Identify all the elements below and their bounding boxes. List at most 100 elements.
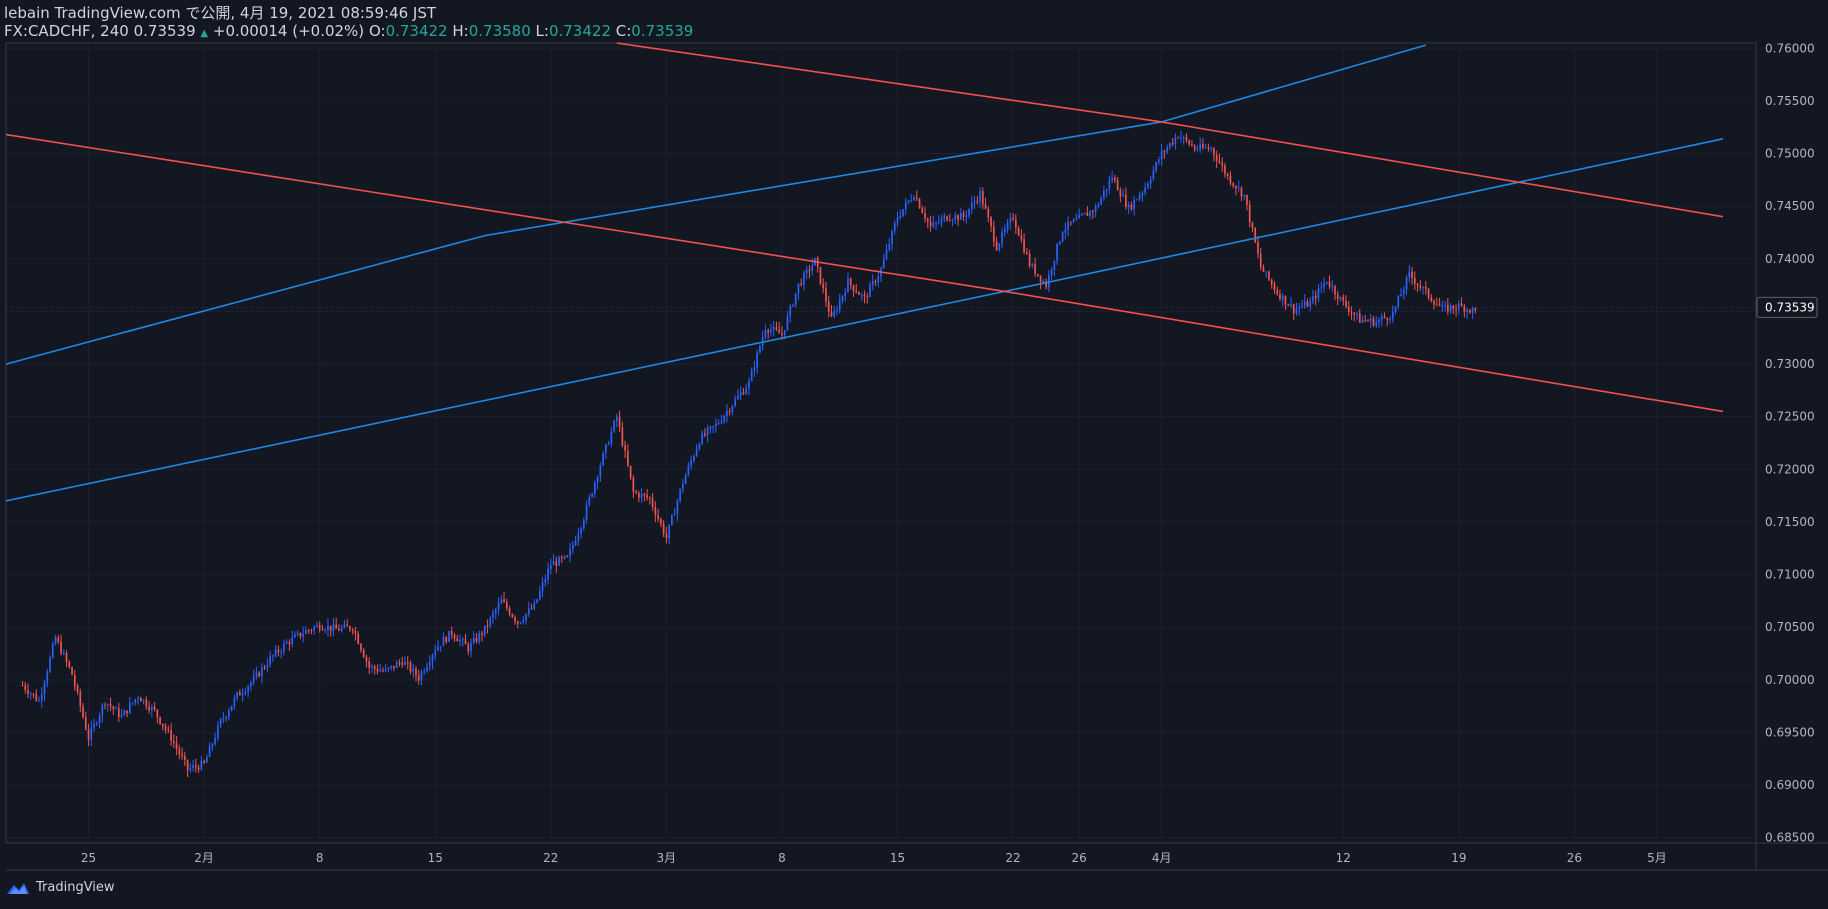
candle-body [1122, 194, 1124, 197]
candle-body [913, 197, 915, 201]
candle-body [987, 208, 990, 218]
candle-body [904, 202, 907, 210]
candle-body [1468, 309, 1471, 313]
candle-body [604, 444, 607, 454]
candle-body [530, 608, 533, 610]
candle-body [412, 668, 415, 672]
candle-body [1292, 304, 1295, 314]
candle-body [261, 667, 263, 677]
candle-body [1358, 313, 1361, 323]
candle-body [390, 665, 393, 668]
candle-body [291, 637, 294, 645]
candle-body [1133, 199, 1135, 209]
candle-body [1413, 277, 1416, 284]
symbol-label[interactable]: FX:CADCHF, 240 [4, 22, 129, 40]
candle-body [1210, 148, 1213, 150]
candle-body [1207, 147, 1210, 149]
candle-body [126, 710, 128, 714]
candle-body [1229, 175, 1232, 184]
candle-body [1463, 305, 1466, 313]
candle-body [1050, 269, 1053, 275]
candle-body [420, 672, 423, 681]
time-tick-label: 2月 [194, 851, 214, 865]
candle-body [161, 723, 164, 727]
candle-body [393, 665, 395, 668]
time-tick-label: 19 [1451, 851, 1466, 865]
candle-body [781, 333, 783, 335]
candle-body [657, 515, 659, 520]
candle-body [87, 729, 90, 740]
candle-body [373, 666, 376, 669]
candle-body [1243, 194, 1246, 197]
time-tick-label: 15 [890, 851, 905, 865]
price-tick-label: 0.72500 [1765, 410, 1815, 424]
candle-body [481, 633, 483, 635]
candle-body [1061, 232, 1064, 242]
candle-body [1213, 148, 1215, 155]
candle-body [354, 630, 357, 634]
candle-body [750, 370, 753, 382]
candle-body [1378, 319, 1380, 323]
candle-body [417, 675, 420, 681]
candle-body [654, 507, 657, 516]
candle-body [910, 200, 913, 202]
candle-body [1400, 294, 1402, 297]
candle-body [1331, 286, 1334, 288]
candle-body [27, 689, 29, 694]
candle-body [244, 691, 247, 694]
candle-body [1158, 159, 1160, 163]
candle-body [682, 483, 684, 490]
open-value: 0.73422 [385, 22, 448, 40]
candle-body [505, 601, 508, 609]
candle-body [646, 495, 648, 498]
candle-body [621, 427, 624, 446]
candle-body [1474, 308, 1477, 311]
candles [21, 130, 1477, 777]
candle-body [1444, 304, 1446, 306]
candle-body [849, 278, 852, 286]
candle-body [357, 633, 360, 645]
candle-body [569, 548, 571, 557]
time-tick-label: 15 [428, 851, 443, 865]
candle-body [921, 208, 924, 213]
brand-name: TradingView [36, 880, 115, 895]
candle-body [698, 443, 701, 449]
candle-body [935, 222, 937, 224]
candle-body [288, 642, 291, 645]
candle-body [1430, 297, 1433, 301]
candle-body [1047, 274, 1050, 288]
candle-body [343, 624, 346, 628]
candle-body [527, 608, 530, 614]
candle-body [888, 243, 891, 250]
time-tick-label: 3月 [657, 851, 677, 865]
candle-body [1053, 260, 1056, 270]
candle-body [470, 642, 472, 652]
candle-body [1334, 286, 1336, 295]
candle-body [73, 674, 76, 686]
candle-body [1218, 160, 1221, 163]
last-price: 0.73539 [133, 22, 196, 40]
candle-body [255, 672, 258, 677]
candle-body [313, 626, 316, 631]
candle-body [1119, 190, 1122, 197]
candle-body [981, 191, 984, 205]
candle-body [984, 204, 987, 209]
candle-body [638, 492, 640, 498]
candle-body [1270, 279, 1273, 285]
candle-body [1034, 264, 1036, 274]
candle-body [1017, 227, 1020, 236]
candle-body [690, 460, 692, 466]
candle-body [1325, 281, 1328, 284]
time-tick-label: 22 [1005, 851, 1020, 865]
candle-body [131, 702, 134, 704]
publish-info: lebain TradingView.com で公開, 4月 19, 2021 … [4, 4, 437, 22]
candle-body [618, 416, 621, 428]
candle-body [1314, 296, 1317, 299]
candle-body [321, 629, 324, 631]
candle-body [522, 620, 525, 623]
footer-brand[interactable]: TradingView [6, 880, 115, 895]
candle-body [1144, 187, 1147, 193]
candle-body [1455, 308, 1457, 310]
candle-body [153, 706, 156, 710]
